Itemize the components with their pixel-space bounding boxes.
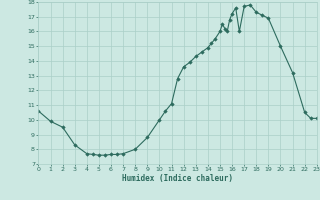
- X-axis label: Humidex (Indice chaleur): Humidex (Indice chaleur): [122, 174, 233, 183]
